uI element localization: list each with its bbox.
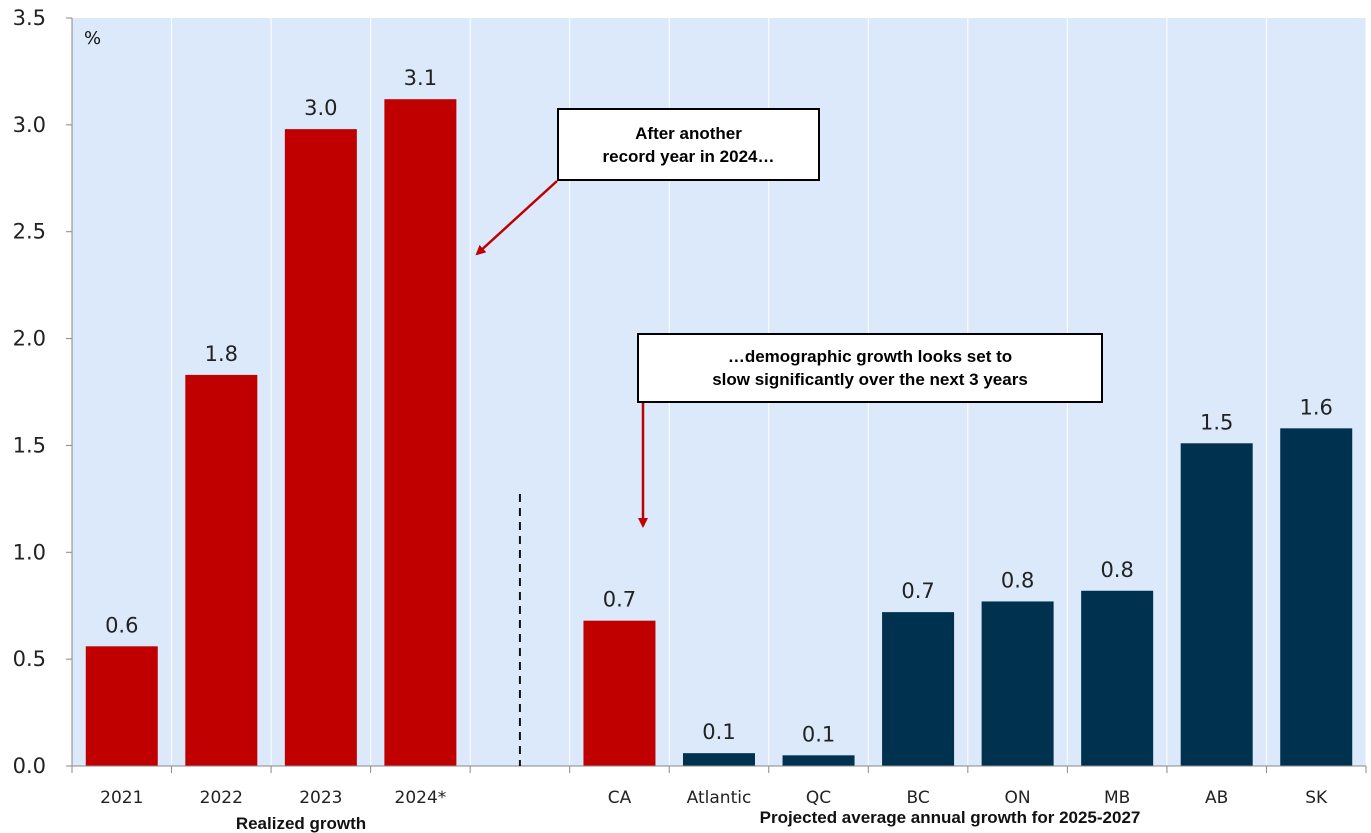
annotation-arrows — [475, 180, 648, 528]
x-tick-label: 2024* — [395, 788, 447, 808]
annotation-slowdown-line-1: …demographic growth looks set to — [727, 347, 1013, 366]
annotation-arrow-record-year — [475, 180, 558, 256]
x-tick-label: 2021 — [100, 788, 143, 808]
x-tick-label: 2022 — [200, 788, 243, 808]
data-label: 1.5 — [1200, 410, 1233, 434]
bar — [384, 99, 457, 766]
bar — [85, 646, 158, 766]
annotation-slowdown: …demographic growth looks set to slow si… — [637, 333, 1103, 403]
y-unit-label: % — [84, 28, 101, 49]
x-tick-label: ON — [1005, 788, 1031, 808]
data-labels: 0.6 1.8 3.0 3.1 0.7 0.1 0.1 0.7 0.8 0.8 1.5 1.6 — [105, 66, 1333, 746]
data-label: 0.6 — [105, 613, 138, 637]
data-label: 0.1 — [802, 722, 835, 746]
bar — [1081, 590, 1154, 766]
x-tick-label: MB — [1104, 788, 1130, 808]
group-label-realized: Realized growth — [236, 814, 366, 833]
y-tick-label: 1.0 — [13, 540, 46, 564]
bar — [882, 612, 955, 766]
data-label: 1.6 — [1300, 395, 1333, 419]
data-label: 0.7 — [901, 579, 934, 603]
data-label: 1.8 — [205, 342, 238, 366]
bar — [683, 753, 755, 766]
data-label: 0.7 — [603, 588, 636, 612]
data-label: 3.1 — [404, 66, 437, 90]
data-label: 0.1 — [702, 720, 735, 744]
annotation-record-year: After another record year in 2024… — [557, 108, 820, 181]
x-tick-label: BC — [906, 788, 929, 808]
y-tick-label: 0.0 — [13, 754, 46, 778]
bar — [284, 129, 357, 767]
y-tick-label: 3.5 — [13, 6, 46, 30]
bar — [583, 620, 656, 766]
data-label: 0.8 — [1100, 558, 1133, 582]
bar — [981, 601, 1054, 766]
annotation-record-year-line-1: After another — [635, 123, 742, 143]
y-tick-label: 0.5 — [13, 647, 46, 671]
x-tick-label: Atlantic — [687, 788, 752, 808]
y-tick-label: 3.0 — [13, 113, 46, 137]
bar — [1280, 428, 1353, 766]
y-tick-label: 2.5 — [13, 220, 46, 244]
x-tick-label: CA — [608, 788, 632, 808]
annotation-record-year-line-2: record year in 2024… — [602, 146, 775, 166]
y-tick-label: 2.0 — [13, 327, 46, 351]
bar — [782, 755, 855, 766]
x-tick-label: SK — [1305, 788, 1328, 808]
group-label-projected: Projected average annual growth for 2025… — [760, 808, 1141, 827]
x-tick-label: 2023 — [299, 788, 342, 808]
bars — [85, 99, 1353, 767]
axes: 0.0 0.5 1.0 1.5 2.0 2.5 3.0 3.5 2021 2022 2023 2024… — [13, 6, 1367, 808]
x-tick-label: AB — [1205, 788, 1228, 808]
x-tick-label: QC — [806, 788, 831, 808]
bar — [185, 374, 258, 766]
data-label: 0.8 — [1001, 568, 1034, 592]
annotation-slowdown-line-2: slow significantly over the next 3 years — [712, 370, 1028, 389]
data-label: 3.0 — [304, 96, 337, 120]
y-tick-label: 1.5 — [13, 433, 46, 457]
bar — [1180, 443, 1253, 766]
